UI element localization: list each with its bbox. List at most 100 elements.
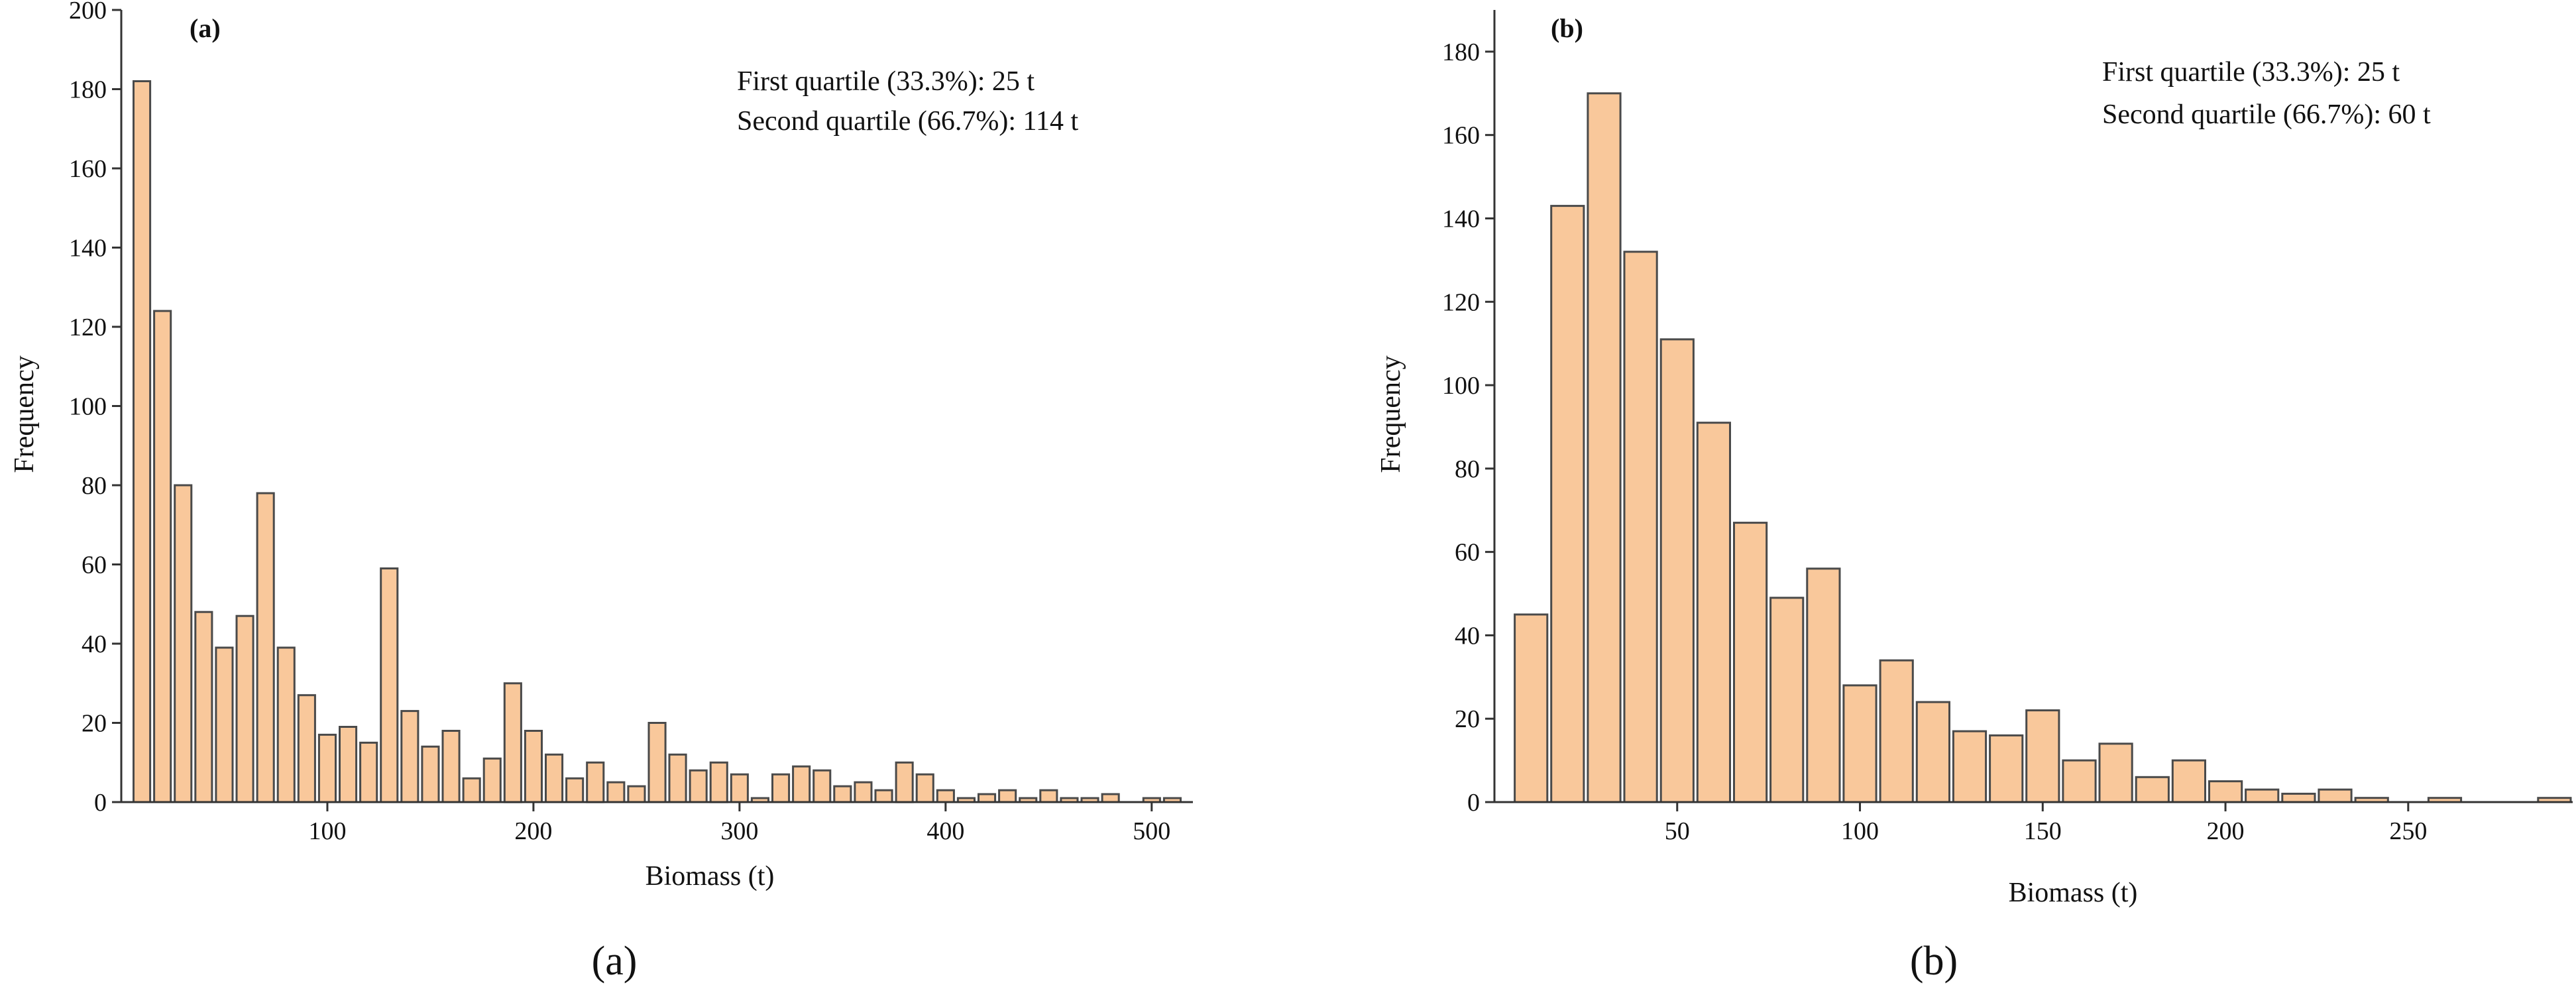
bar-a-290 — [709, 761, 728, 803]
y-axis-label-b: Frequency — [1376, 355, 1406, 473]
bar-a-370 — [874, 789, 893, 803]
bar-a-80 — [276, 646, 296, 803]
bar-a-190 — [503, 682, 522, 803]
y-tick-label-b-100: 100 — [1442, 372, 1480, 400]
bar-b-220 — [2281, 792, 2316, 803]
y-tick-label-a-100: 100 — [69, 393, 107, 421]
y-tick-label-b-60: 60 — [1455, 539, 1480, 567]
y-tick-label-b-120: 120 — [1442, 288, 1480, 316]
bar-a-330 — [792, 765, 811, 803]
bar-a-100 — [317, 733, 337, 803]
annotation-first-quartile-a: First quartile (33.3%): 25 t — [737, 66, 1035, 97]
y-tick-label-a-0: 0 — [94, 789, 107, 817]
annotation-second-quartile-b: Second quartile (66.7%): 60 t — [2102, 99, 2431, 130]
y-tick-label-b-160: 160 — [1442, 122, 1480, 150]
x-tick-label-a-100: 100 — [308, 817, 346, 845]
bar-b-60 — [1696, 422, 1732, 803]
caption-b: (b) — [1910, 939, 1958, 984]
bar-a-50 — [215, 646, 234, 803]
y-tick-label-b-0: 0 — [1467, 789, 1480, 817]
bar-a-240 — [606, 781, 626, 803]
x-tick-label-a-400: 400 — [926, 817, 964, 845]
bar-b-110 — [1879, 659, 1914, 803]
x-axis-ticks-b: 50 100 150 200 250 — [1665, 802, 2427, 845]
bar-a-120 — [359, 741, 378, 803]
bar-b-90 — [1806, 567, 1841, 803]
x-tick-label-a-200: 200 — [514, 817, 552, 845]
bar-a-250 — [627, 785, 646, 803]
bar-a-270 — [668, 753, 687, 803]
x-axis-label-a: Biomass (t) — [645, 861, 775, 892]
y-tick-label-a-180: 180 — [69, 76, 107, 104]
y-tick-label-a-60: 60 — [82, 552, 107, 579]
y-tick-label-a-120: 120 — [69, 314, 107, 341]
bar-a-170 — [462, 777, 481, 803]
bar-a-160 — [441, 730, 461, 803]
bars-a — [133, 80, 1182, 803]
y-tick-label-a-140: 140 — [69, 235, 107, 263]
y-axis-ticks-a: 0 20 40 60 80 100 120 140 160 180 200 — [69, 0, 121, 817]
y-tick-label-a-160: 160 — [69, 155, 107, 183]
bar-a-280 — [689, 769, 708, 803]
bar-a-320 — [771, 773, 791, 803]
bar-b-170 — [2098, 742, 2133, 803]
bar-a-260 — [647, 722, 667, 803]
bar-b-40 — [1623, 251, 1658, 803]
bar-a-300 — [730, 773, 749, 803]
bar-b-50 — [1659, 338, 1695, 803]
bar-a-150 — [421, 745, 440, 803]
y-tick-label-b-20: 20 — [1455, 705, 1480, 733]
bar-a-70 — [256, 492, 275, 803]
x-tick-label-b-150: 150 — [2024, 817, 2062, 845]
bar-b-20 — [1550, 205, 1585, 803]
bar-a-110 — [339, 726, 358, 803]
bar-a-350 — [833, 785, 852, 803]
bar-b-230 — [2318, 788, 2353, 803]
y-tick-label-b-40: 40 — [1455, 622, 1480, 650]
annotation-second-quartile-a: Second quartile (66.7%): 114 t — [737, 106, 1078, 137]
x-axis-label-b: Biomass (t) — [2009, 878, 2138, 908]
bar-a-20 — [153, 310, 172, 803]
x-tick-label-b-250: 250 — [2389, 817, 2427, 845]
bars-b — [1514, 92, 2572, 803]
bar-b-150 — [2025, 709, 2060, 803]
bar-a-420 — [978, 793, 997, 803]
x-tick-label-b-200: 200 — [2207, 817, 2245, 845]
annotation-first-quartile-b: First quartile (33.3%): 25 t — [2102, 57, 2400, 88]
bar-b-140 — [1989, 734, 2024, 803]
bar-a-10 — [133, 80, 152, 803]
x-axis-ticks-a: 100 200 300 400 500 — [308, 802, 1170, 845]
panel-label-a: (a) — [190, 13, 221, 43]
bar-a-340 — [812, 769, 832, 803]
y-tick-label-b-80: 80 — [1455, 455, 1480, 483]
x-tick-label-b-100: 100 — [1841, 817, 1879, 845]
bar-b-80 — [1769, 597, 1805, 803]
y-axis-label-a: Frequency — [9, 355, 40, 473]
bar-a-40 — [194, 611, 213, 803]
bar-a-430 — [998, 789, 1017, 803]
y-axis-ticks-b: 0 20 40 60 80 100 120 140 160 180 — [1442, 38, 1494, 817]
bar-b-190 — [2171, 759, 2207, 803]
bar-a-230 — [586, 761, 605, 803]
panel-label-b: (b) — [1551, 13, 1583, 43]
bar-a-30 — [174, 484, 193, 803]
bar-a-200 — [524, 730, 543, 803]
bar-b-10 — [1514, 613, 1549, 803]
y-tick-label-b-180: 180 — [1442, 38, 1480, 66]
y-tick-label-a-20: 20 — [82, 710, 107, 738]
bar-a-400 — [936, 789, 955, 803]
bar-b-70 — [1733, 522, 1768, 803]
bar-b-120 — [1915, 701, 1951, 803]
x-tick-label-a-500: 500 — [1133, 817, 1170, 845]
y-tick-label-a-40: 40 — [82, 630, 107, 658]
bar-a-450 — [1039, 789, 1058, 803]
chart-panel-a: 0 20 40 60 80 100 120 140 160 180 200 100 200 300 400… — [9, 0, 1193, 984]
bar-a-480 — [1101, 793, 1120, 803]
bar-a-180 — [482, 757, 502, 803]
bar-b-100 — [1842, 684, 1877, 803]
x-tick-label-b-50: 50 — [1665, 817, 1690, 845]
y-tick-label-a-200: 200 — [69, 0, 107, 25]
bar-b-30 — [1587, 92, 1622, 803]
